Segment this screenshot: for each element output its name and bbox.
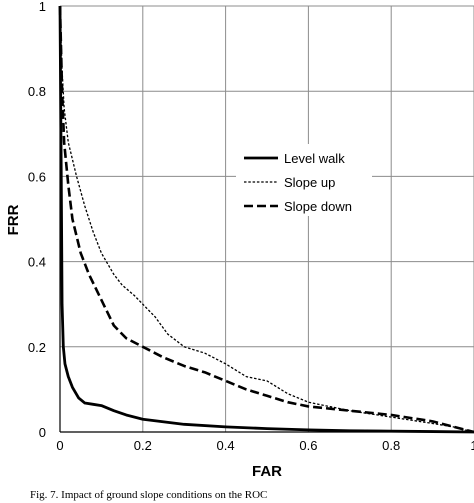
series-line-2	[59, 5, 474, 433]
grid	[59, 5, 474, 433]
legend-label: Level walk	[284, 151, 345, 166]
x-axis-title: FAR	[252, 463, 282, 480]
x-tick-label: 0.8	[382, 438, 400, 453]
x-tick-label: 0	[56, 438, 63, 453]
x-tick-label: 0.2	[134, 438, 152, 453]
x-tick-label: 1	[470, 438, 474, 453]
legend: Level walk Slope up Slope down	[244, 151, 352, 214]
series-line-1	[58, 5, 474, 434]
y-tick-label: 0.4	[28, 255, 46, 270]
series-line-3	[58, 5, 474, 434]
figure-caption: Fig. 7. Impact of ground slope condition…	[30, 489, 268, 501]
legend-label: Slope down	[284, 199, 352, 214]
y-axis-title: FRR	[5, 204, 22, 235]
axes	[59, 6, 474, 433]
x-tick-label: 0.6	[299, 438, 317, 453]
x-tick-label: 0.4	[217, 438, 235, 453]
y-tick-label: 1	[39, 0, 46, 14]
y-tick-label: 0.6	[28, 169, 46, 184]
y-tick-label: 0.8	[28, 84, 46, 99]
x-tick-labels: 0 0.2 0.4 0.6 0.8 1	[56, 438, 474, 453]
y-tick-labels: 0 0.2 0.4 0.6 0.8 1	[28, 0, 46, 440]
legend-background	[236, 144, 372, 216]
y-tick-label: 0	[39, 425, 46, 440]
series-lines	[58, 5, 474, 434]
y-tick-label: 0.2	[28, 340, 46, 355]
legend-label: Slope up	[284, 175, 335, 190]
